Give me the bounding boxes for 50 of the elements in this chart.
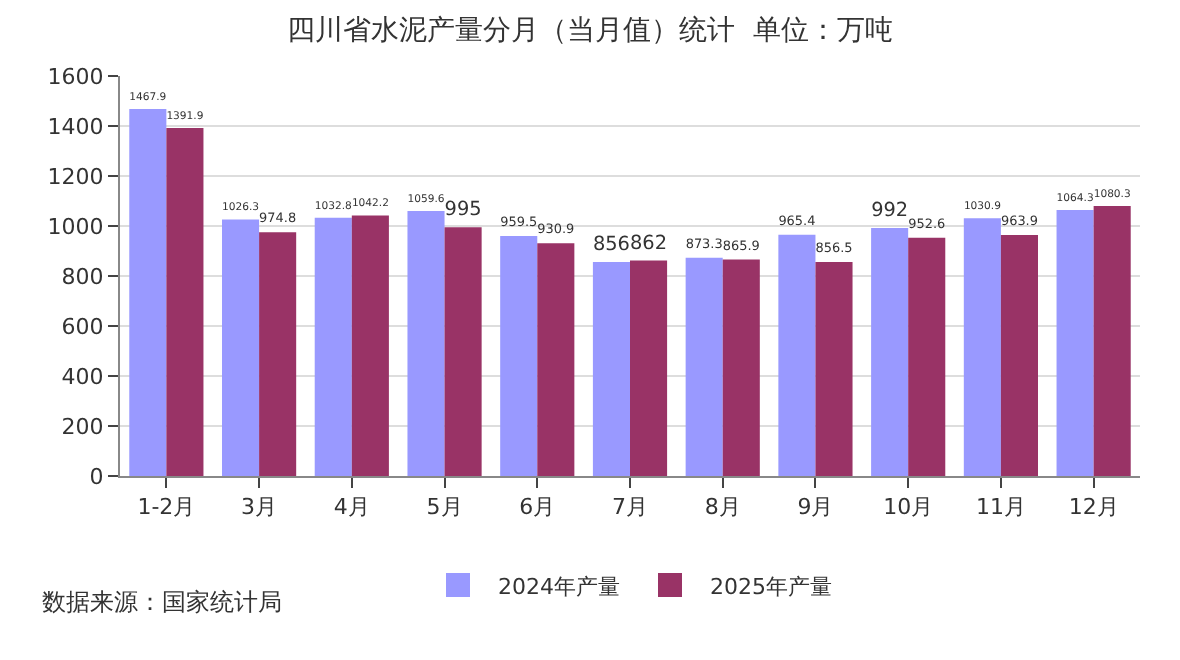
y-tick-label: 600 — [61, 313, 104, 340]
bar — [778, 234, 816, 476]
bar — [963, 218, 1001, 476]
bar — [259, 232, 297, 476]
y-tick-label: 1000 — [47, 213, 104, 240]
legend-label: 2024年产量 — [498, 573, 620, 600]
bar — [351, 215, 389, 476]
y-tick-label: 800 — [61, 263, 104, 290]
data-label: 995 — [444, 199, 482, 222]
x-tick-label: 11月 — [975, 494, 1026, 521]
y-tick-label: 1400 — [47, 113, 104, 140]
bar — [685, 257, 723, 476]
x-tick-label: 5月 — [426, 494, 463, 521]
bar — [630, 260, 668, 476]
legend-label: 2025年产量 — [710, 573, 832, 600]
bar — [129, 109, 167, 476]
x-tick-label: 6月 — [519, 494, 556, 521]
y-tick-label: 200 — [61, 413, 104, 440]
source-note: 数据来源：国家统计局 — [42, 588, 282, 616]
x-tick-label: 8月 — [704, 494, 741, 521]
bar — [1056, 209, 1094, 476]
x-tick-label: 1-2月 — [137, 494, 196, 521]
bar — [871, 228, 909, 476]
bar — [537, 243, 575, 476]
bar — [166, 128, 204, 476]
bar — [592, 262, 630, 476]
y-tick-label: 400 — [61, 363, 104, 390]
y-tick-label: 1600 — [47, 63, 104, 90]
bar — [407, 211, 445, 476]
x-tick-label: 3月 — [241, 494, 278, 521]
bar — [722, 259, 760, 476]
bar — [908, 237, 946, 476]
data-label: 992 — [871, 200, 909, 223]
bar — [314, 217, 352, 476]
x-tick-label: 9月 — [797, 494, 834, 521]
y-tick-label: 0 — [89, 463, 104, 490]
y-tick-label: 1200 — [47, 163, 104, 190]
data-label: 862 — [630, 232, 668, 255]
x-tick-label: 4月 — [333, 494, 370, 521]
bar — [444, 227, 482, 476]
bar — [815, 261, 853, 476]
bar — [1093, 205, 1131, 476]
bar — [1000, 235, 1038, 476]
x-tick-label: 7月 — [612, 494, 648, 521]
x-tick-label: 10月 — [883, 494, 934, 521]
bar — [500, 236, 538, 476]
data-label: 856 — [592, 234, 630, 257]
chart-title: 四川省水泥产量分月（当月值）统计 单位：万吨 — [287, 15, 893, 48]
x-tick-label: 12月 — [1068, 494, 1119, 521]
bar — [222, 219, 260, 476]
